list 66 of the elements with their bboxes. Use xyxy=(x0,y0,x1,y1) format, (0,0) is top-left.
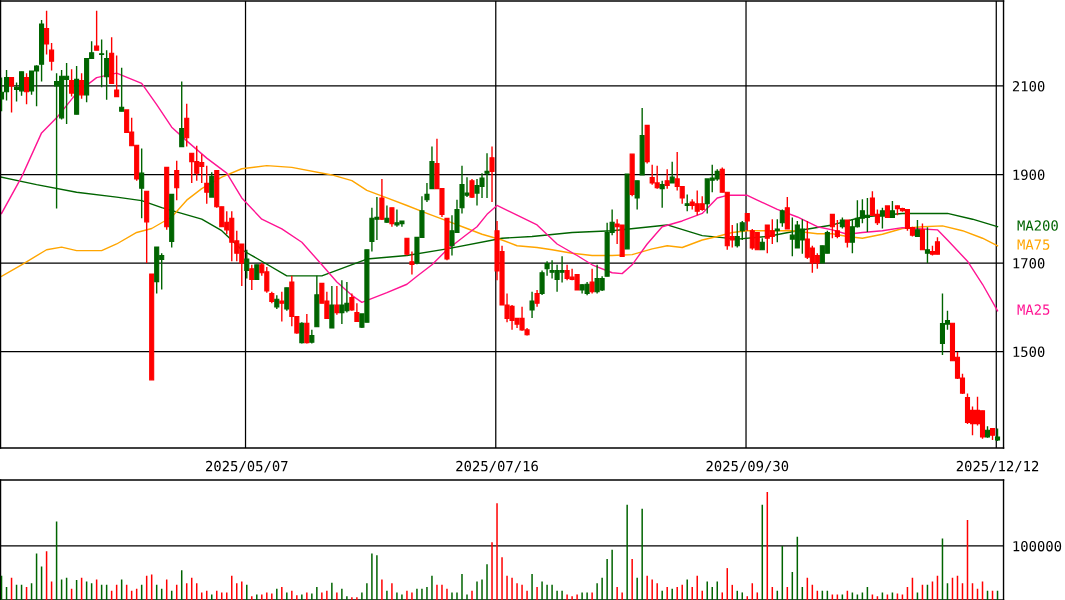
candlestick xyxy=(844,219,850,249)
candlestick xyxy=(939,292,946,356)
y-tick-label: 1700 xyxy=(1013,258,1045,269)
candlestick xyxy=(654,164,660,190)
candlestick xyxy=(299,321,305,345)
candlestick xyxy=(94,10,100,51)
candlestick xyxy=(304,313,310,345)
candlestick xyxy=(329,285,335,329)
candlestick xyxy=(659,180,665,209)
candlestick xyxy=(79,72,85,100)
x-tick-label: 2025/12/12 xyxy=(956,460,1039,473)
candlestick xyxy=(99,38,105,89)
candlestick xyxy=(384,204,390,224)
candlestick xyxy=(3,69,10,102)
candlestick xyxy=(774,218,780,243)
candlestick xyxy=(589,268,595,295)
y-tick-label: 100000 xyxy=(1013,540,1062,552)
candlestick xyxy=(184,102,190,148)
y-tick-label: 2100 xyxy=(1012,81,1045,92)
series-label: MA25 xyxy=(1017,304,1050,315)
candlestick xyxy=(389,206,395,228)
candlestick xyxy=(784,196,790,230)
candlestick xyxy=(529,291,535,319)
candlestick xyxy=(919,222,926,251)
candlestick xyxy=(834,219,840,239)
candlestick xyxy=(664,168,670,190)
candlestick xyxy=(734,222,740,249)
candlestick xyxy=(209,171,215,198)
x-tick-label: 2025/07/16 xyxy=(456,460,538,473)
candlestick xyxy=(379,178,385,221)
candlestick xyxy=(174,160,180,201)
candlestick xyxy=(249,264,255,291)
y-tick-label: 1500 xyxy=(1013,346,1045,358)
candlestick xyxy=(334,285,340,316)
candlestick xyxy=(799,218,805,255)
candlestick xyxy=(669,160,675,184)
candlestick xyxy=(44,10,50,56)
candlestick xyxy=(864,197,870,233)
candlestick xyxy=(8,76,15,114)
x-tick-label: 2025/05/07 xyxy=(206,460,288,473)
candlestick xyxy=(739,220,745,241)
x-tick-label: 2025/09/30 xyxy=(706,460,789,473)
candlestick xyxy=(829,213,835,239)
line-series xyxy=(0,72,999,312)
candlestick xyxy=(489,145,495,203)
series-label: MA200 xyxy=(1017,220,1058,231)
candlestick xyxy=(634,180,640,211)
candlestick xyxy=(49,42,55,72)
candlestick xyxy=(879,206,885,230)
candlestick xyxy=(69,68,75,98)
candlestick xyxy=(119,67,125,112)
candlestick xyxy=(114,54,120,98)
candlestick xyxy=(924,226,931,264)
series-label: MA75 xyxy=(1017,239,1050,250)
candlestick xyxy=(204,164,210,205)
candlestick xyxy=(189,152,195,184)
candlestick xyxy=(339,279,345,325)
candlestick xyxy=(179,80,185,148)
candlestick xyxy=(24,72,30,105)
y-tick-label: 1900 xyxy=(1013,169,1045,181)
candlestick xyxy=(104,49,110,101)
candlestick xyxy=(284,287,290,312)
candlestick xyxy=(279,291,285,323)
candlestick xyxy=(469,178,475,199)
candlestick xyxy=(769,218,775,245)
candlestick xyxy=(18,71,25,97)
